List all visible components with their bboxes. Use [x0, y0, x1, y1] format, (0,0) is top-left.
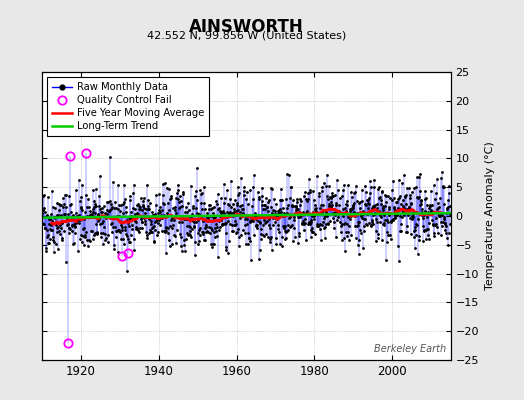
Y-axis label: Temperature Anomaly (°C): Temperature Anomaly (°C) [485, 142, 495, 290]
Legend: Raw Monthly Data, Quality Control Fail, Five Year Moving Average, Long-Term Tren: Raw Monthly Data, Quality Control Fail, … [47, 77, 209, 136]
Text: AINSWORTH: AINSWORTH [189, 18, 303, 36]
Text: 42.552 N, 99.856 W (United States): 42.552 N, 99.856 W (United States) [147, 30, 346, 40]
Text: Berkeley Earth: Berkeley Earth [375, 344, 446, 354]
